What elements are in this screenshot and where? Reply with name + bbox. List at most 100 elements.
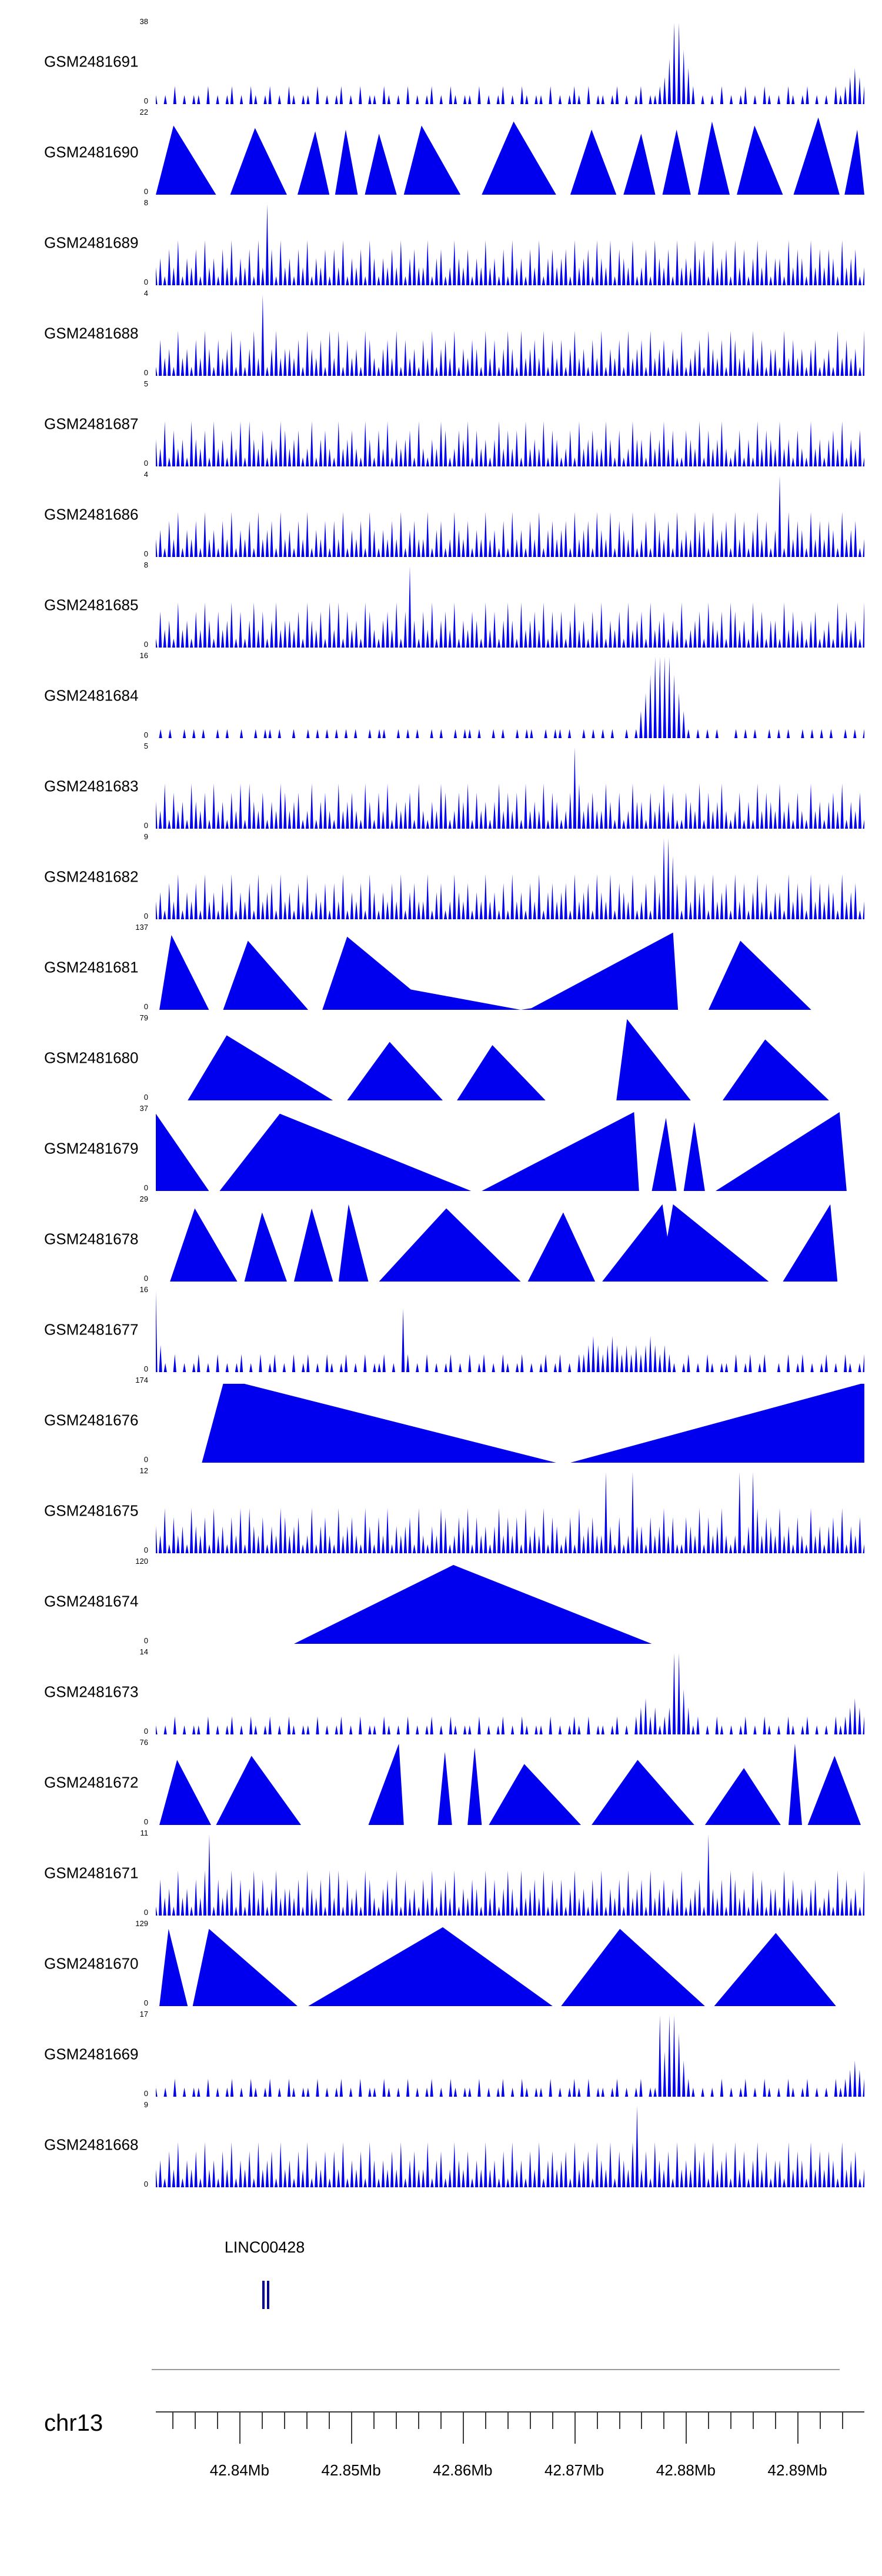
track-signal-plot [156, 1740, 864, 1825]
axis-tick-label: 42.86Mb [433, 2461, 493, 2479]
track-ymin-label: 0 [143, 1546, 148, 1554]
track-signal-plot [156, 110, 864, 195]
gene-label: LINC00428 [224, 2238, 305, 2256]
track-label: GSM2481685 [44, 596, 139, 614]
track-label: GSM2481678 [44, 1230, 139, 1248]
track-ymax-label: 137 [135, 923, 148, 932]
track-ymax-label: 9 [143, 832, 148, 841]
track-ymin-label: 0 [143, 1183, 148, 1192]
axis-major-tick [239, 2411, 241, 2444]
track-row: GSM2481669 17 0 [0, 2009, 882, 2100]
track-ymax-label: 38 [139, 17, 148, 26]
axis-minor-tick [753, 2411, 754, 2429]
track-label: GSM2481668 [44, 2135, 139, 2154]
track-ymin-label: 0 [143, 549, 148, 558]
track-ymax-label: 4 [143, 289, 148, 298]
track-ymax-label: 5 [143, 742, 148, 750]
track-ymax-label: 14 [139, 1647, 148, 1656]
gene-exon-bar [262, 2281, 265, 2309]
track-signal-plot [156, 1378, 864, 1463]
track-signal-plot [156, 2103, 864, 2187]
axis-minor-tick [775, 2411, 777, 2429]
track-signal-plot [156, 19, 864, 104]
track-row: GSM2481668 9 0 [0, 2100, 882, 2190]
track-ymin-label: 0 [143, 1998, 148, 2007]
track-label: GSM2481690 [44, 143, 139, 161]
track-ymin-label: 0 [143, 187, 148, 196]
track-row: GSM2481673 14 0 [0, 1647, 882, 1737]
track-label: GSM2481683 [44, 777, 139, 795]
chromosome-label: chr13 [44, 2410, 103, 2436]
track-label: GSM2481688 [44, 324, 139, 342]
track-row: GSM2481679 37 0 [0, 1103, 882, 1194]
track-row: GSM2481681 137 0 [0, 922, 882, 1013]
track-label: GSM2481689 [44, 233, 139, 252]
track-label: GSM2481680 [44, 1049, 139, 1067]
track-ymax-label: 4 [143, 470, 148, 479]
track-row: GSM2481674 120 0 [0, 1556, 882, 1647]
track-label: GSM2481679 [44, 1139, 139, 1157]
axis-minor-tick [284, 2411, 286, 2429]
tracks-container: GSM2481691 38 0 GSM2481690 22 0 GSM2481689 8 0 GS… [0, 16, 882, 2190]
axis-minor-tick [195, 2411, 196, 2429]
axis-major-tick [574, 2411, 576, 2444]
track-label: GSM2481677 [44, 1320, 139, 1339]
track-ymax-label: 79 [139, 1013, 148, 1022]
track-ymin-label: 0 [143, 1817, 148, 1826]
track-signal-plot [156, 563, 864, 648]
track-ymax-label: 22 [139, 108, 148, 116]
track-row: GSM2481691 38 0 [0, 16, 882, 107]
track-ymax-label: 12 [139, 1466, 148, 1475]
axis-major-tick [797, 2411, 799, 2444]
track-ymax-label: 120 [135, 1557, 148, 1566]
track-ymin-label: 0 [143, 368, 148, 377]
track-row: GSM2481687 5 0 [0, 379, 882, 469]
axis-minor-tick [172, 2411, 174, 2429]
track-signal-plot [156, 1650, 864, 1734]
axis-tick-label: 42.84Mb [209, 2461, 269, 2479]
track-label: GSM2481676 [44, 1411, 139, 1429]
track-ymin-label: 0 [143, 821, 148, 830]
track-row: GSM2481684 16 0 [0, 650, 882, 741]
axis-tick-label: 42.88Mb [656, 2461, 716, 2479]
axis-minor-tick [485, 2411, 486, 2429]
track-ymax-label: 8 [143, 198, 148, 207]
track-row: GSM2481677 16 0 [0, 1284, 882, 1375]
track-label: GSM2481671 [44, 1864, 139, 1882]
track-label: GSM2481684 [44, 686, 139, 705]
track-signal-plot [156, 835, 864, 919]
axis-minor-tick [329, 2411, 330, 2429]
track-row: GSM2481671 11 0 [0, 1828, 882, 1918]
track-label: GSM2481682 [44, 867, 139, 886]
axis-minor-tick [262, 2411, 263, 2429]
track-signal-plot [156, 1106, 864, 1191]
track-row: GSM2481672 76 0 [0, 1737, 882, 1828]
track-signal-plot [156, 1287, 864, 1372]
track-ymin-label: 0 [143, 1455, 148, 1464]
track-ymax-label: 16 [139, 651, 148, 660]
axis-minor-tick [529, 2411, 531, 2429]
track-ymin-label: 0 [143, 2180, 148, 2188]
track-row: GSM2481676 174 0 [0, 1375, 882, 1466]
axis-minor-tick [641, 2411, 643, 2429]
track-signal-plot [156, 201, 864, 285]
genome-axis-ruler: 42.84Mb 42.85Mb 42.86Mb 42.87Mb 42.88Mb 42.89… [156, 2411, 864, 2511]
track-ymax-label: 16 [139, 1285, 148, 1294]
track-label: GSM2481686 [44, 505, 139, 523]
track-row: GSM2481682 9 0 [0, 832, 882, 922]
track-label: GSM2481669 [44, 2045, 139, 2063]
track-ymax-label: 9 [143, 2100, 148, 2109]
axis-tick-label: 42.85Mb [321, 2461, 381, 2479]
track-ymax-label: 174 [135, 1376, 148, 1384]
track-label: GSM2481673 [44, 1683, 139, 1701]
track-ymax-label: 17 [139, 2010, 148, 2018]
track-signal-plot [156, 1559, 864, 1644]
track-ymax-label: 5 [143, 379, 148, 388]
track-ymin-label: 0 [143, 278, 148, 286]
track-ymax-label: 8 [143, 560, 148, 569]
track-signal-plot [156, 925, 864, 1010]
axis-minor-tick [619, 2411, 620, 2429]
track-ymin-label: 0 [143, 912, 148, 920]
track-row: GSM2481686 4 0 [0, 469, 882, 560]
track-ymin-label: 0 [143, 730, 148, 739]
